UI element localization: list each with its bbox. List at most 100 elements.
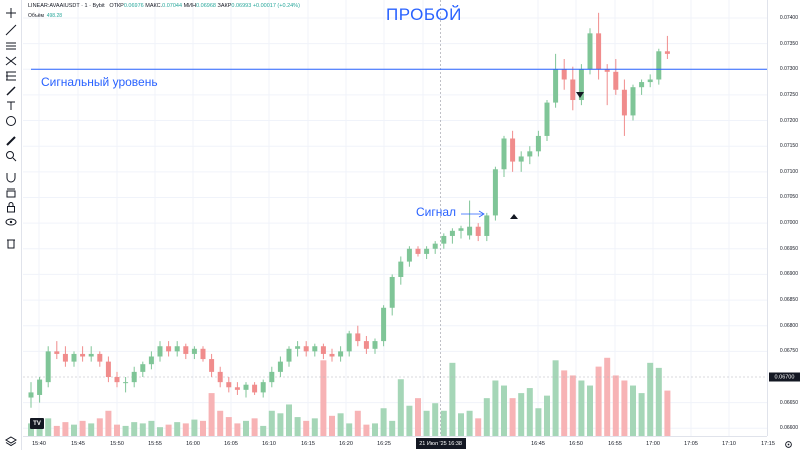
zoom-icon[interactable]: [3, 148, 19, 164]
volume-bar: [501, 385, 507, 436]
layers-icon[interactable]: [3, 433, 19, 449]
symbol-legend: LINEAR:AVAAIUSDT · 1 · Bybit ОТКР0.06976…: [28, 3, 300, 9]
price-tick-label: 0.07300: [779, 66, 798, 73]
volume-bar: [578, 380, 585, 436]
volume-bar: [630, 385, 636, 436]
candle: [406, 246, 412, 267]
candle: [398, 256, 404, 285]
volume-bar: [363, 424, 370, 436]
volume-bar: [217, 410, 224, 436]
chart-title-annotation[interactable]: ПРОБОЙ: [386, 5, 462, 24]
candle: [441, 233, 447, 249]
crosshair-time-badge: 21 Июл '25 16:38: [415, 438, 466, 449]
pitchfork-icon[interactable]: [3, 53, 19, 69]
symbol-name[interactable]: LINEAR:AVAAIUSDT · 1 · Bybit: [28, 3, 105, 9]
volume-bar: [587, 385, 593, 436]
candle: [621, 79, 627, 136]
volume-bar: [509, 398, 516, 436]
cursor-icon[interactable]: [3, 5, 19, 21]
volume-bar: [329, 415, 335, 436]
price-tick-label: 0.06950: [779, 245, 798, 252]
volume-bar: [243, 420, 249, 436]
candle-series: [28, 12, 670, 408]
candle: [277, 356, 283, 378]
volume-bar: [638, 393, 645, 436]
volume-legend: Объём 498.28: [28, 13, 62, 19]
candle: [630, 84, 636, 121]
volume-bar: [122, 425, 129, 436]
volume-bar: [604, 357, 611, 436]
signal-annotation[interactable]: Сигнал: [416, 205, 457, 219]
candle: [312, 343, 318, 357]
candle: [346, 330, 352, 357]
candle: [286, 346, 292, 367]
volume-bar: [526, 388, 533, 436]
volume-bar: [380, 408, 387, 436]
candle: [295, 341, 301, 357]
volume-bar: [483, 398, 490, 436]
candle: [363, 335, 369, 354]
volume-bar: [544, 395, 550, 436]
price-tick-label: 0.06600: [779, 425, 798, 432]
price-tick-label: 0.06650: [779, 399, 798, 406]
sell-marker: [576, 92, 584, 98]
volume-bar: [28, 423, 34, 436]
volume-bar: [432, 403, 439, 436]
volume-bar: [311, 418, 318, 436]
candle: [475, 223, 481, 242]
candle: [527, 146, 533, 165]
candle: [234, 382, 240, 395]
candle: [355, 325, 361, 347]
volume-bar: [492, 380, 499, 436]
volume-bar: [647, 362, 654, 436]
candle: [518, 151, 524, 172]
price-tick-label: 0.07050: [779, 194, 798, 201]
gear-icon[interactable]: [782, 438, 794, 450]
volume-bar: [62, 422, 69, 436]
close-label: ЗАКР: [217, 3, 232, 9]
candle: [664, 35, 670, 59]
time-axis[interactable]: 15:40 15:45 15:50 15:55 16:00 16:05 16:10 16:15…: [23, 436, 775, 450]
lock-icon[interactable]: [3, 199, 19, 215]
price-tick-label: 0.07150: [779, 143, 798, 150]
volume-bar: [397, 379, 404, 436]
buy-marker: [510, 214, 518, 219]
chart-area[interactable]: [23, 0, 769, 436]
volume-bar: [79, 420, 86, 436]
trend-line-icon[interactable]: [3, 22, 19, 38]
horizontal-lines-icon[interactable]: [3, 38, 19, 54]
time-tick-label: 15:55: [148, 441, 162, 447]
volume-bar: [157, 427, 163, 436]
eye-icon[interactable]: [3, 214, 19, 230]
price-axis[interactable]: 0.07400 0.07350 0.07300 0.07250 0.07200 0.071…: [767, 0, 800, 436]
candle: [372, 338, 378, 354]
open-label: ОТКР: [109, 3, 124, 9]
candle: [209, 353, 215, 378]
candle: [140, 361, 146, 378]
candle: [191, 346, 197, 360]
candlestick-chart[interactable]: [23, 0, 769, 436]
time-tick-label: 16:20: [339, 441, 353, 447]
candle: [338, 346, 344, 362]
trash-icon[interactable]: [3, 235, 19, 251]
text-icon[interactable]: [3, 98, 19, 114]
candle: [647, 74, 653, 88]
volume-bar: [406, 405, 413, 436]
volume-bar: [303, 420, 310, 436]
volume-bar: [552, 360, 559, 436]
candle: [200, 346, 206, 362]
fib-icon[interactable]: [3, 68, 19, 84]
volume-bar: [389, 420, 396, 436]
candle: [54, 341, 60, 360]
time-tick-label: 16:05: [224, 441, 238, 447]
emoji-icon[interactable]: [3, 113, 19, 129]
signal-level-annotation[interactable]: Сигнальный уровень: [41, 75, 158, 89]
magnet-icon[interactable]: [3, 169, 19, 185]
volume-bar: [260, 425, 267, 436]
lock-draw-icon[interactable]: [3, 184, 19, 200]
brush-icon[interactable]: [3, 83, 19, 99]
volume-bar: [105, 410, 112, 436]
candle: [570, 66, 576, 111]
ruler-icon[interactable]: [3, 133, 19, 149]
candle: [424, 246, 430, 260]
